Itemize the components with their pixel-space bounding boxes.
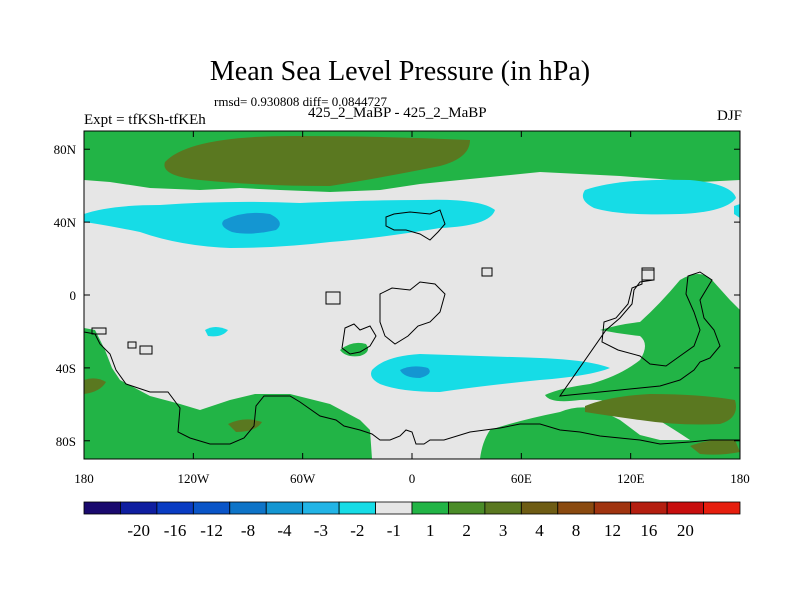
colorbar-swatch (120, 501, 158, 515)
lon-tick-label: 0 (409, 471, 416, 486)
lat-tick-label: 40N (54, 215, 77, 230)
southwest-olive-cell (84, 378, 106, 394)
south-blue-core (400, 366, 430, 378)
colorbar-swatch (265, 501, 304, 515)
lat-tick-label: 0 (70, 288, 77, 303)
colorbar-label: -4 (277, 521, 292, 540)
colorbar-label: 8 (572, 521, 581, 540)
coastlines (84, 209, 740, 445)
coast-island-5 (481, 267, 493, 277)
colorbar-label: -3 (314, 521, 328, 540)
coast-antarctica (84, 331, 740, 445)
south-indian-green (480, 407, 740, 459)
lon-tick-label: 60W (290, 471, 316, 486)
colorbar-swatch (557, 501, 595, 515)
colorbar-swatch (448, 501, 486, 515)
colorbar-label: 12 (604, 521, 621, 540)
coast-australia (558, 269, 721, 397)
longitude-axis: 180 120W 60W 0 60E 120E 180 (74, 131, 750, 486)
colorbar-label: 3 (499, 521, 508, 540)
south-olive-cell (228, 419, 262, 432)
north-olive-core (164, 135, 470, 186)
colorbar-swatch (375, 501, 413, 515)
coast-north-america (385, 209, 446, 241)
colorbar-label: -8 (241, 521, 255, 540)
colorbar-label: 2 (462, 521, 471, 540)
colorbar-swatch (630, 501, 668, 515)
coast-africa (379, 281, 446, 345)
colorbar-label: 20 (677, 521, 694, 540)
comparison-label: 425_2_MaBP - 425_2_MaBP (308, 105, 487, 121)
south-america-green (340, 342, 368, 357)
pressure-field (84, 131, 740, 459)
coast-island-3 (139, 345, 153, 355)
colorbar-swatch (302, 501, 340, 515)
east-edge-cyan (734, 204, 740, 218)
colorbar: -20 -16 -12 -8 -4 -3 -2 -1 1 2 3 4 8 12 16 20 (83, 501, 741, 540)
lat-tick-label: 40S (56, 361, 76, 376)
northeast-cyan-cell (582, 179, 736, 215)
stats-label: rmsd= 0.930808 diff= 0.0844727 (214, 94, 387, 109)
coast-island-4 (325, 291, 341, 305)
experiment-label: Expt = tfKSh-tfKEh (84, 112, 206, 128)
latitude-axis: 80N 40N 0 40S 80S (54, 142, 740, 449)
lat-tick-label: 80S (56, 434, 76, 449)
chart-title: Mean Sea Level Pressure (in hPa) (209, 56, 591, 87)
colorbar-swatch (192, 501, 231, 515)
colorbar-swatch (484, 501, 522, 515)
colorbar-swatch (338, 501, 376, 515)
southeast-brown-cell (690, 439, 740, 455)
north-cyan-band (84, 199, 495, 248)
colorbar-label: -16 (164, 521, 187, 540)
colorbar-label: -12 (200, 521, 223, 540)
colorbar-swatch (411, 501, 449, 515)
colorbar-label: -1 (387, 521, 401, 540)
lon-tick-label: 60E (511, 471, 532, 486)
lon-tick-label: 180 (730, 471, 750, 486)
coast-island-2 (127, 341, 137, 349)
small-cyan-cell (205, 327, 228, 337)
colorbar-swatch (593, 501, 632, 515)
south-cyan-band (371, 354, 610, 392)
southeast-olive-core (585, 394, 736, 425)
colorbar-label: -2 (350, 521, 364, 540)
colorbar-swatch (156, 501, 194, 515)
season-label: DJF (716, 108, 742, 124)
colorbar-label: 16 (640, 521, 657, 540)
lon-tick-label: 120E (617, 471, 645, 486)
lon-tick-label: 120W (177, 471, 210, 486)
colorbar-swatch (83, 501, 121, 515)
coast-island-1 (91, 327, 107, 335)
colorbar-label: 4 (535, 521, 544, 540)
colorbar-swatch (229, 501, 267, 515)
southwest-green (84, 328, 372, 459)
colorbar-swatch (703, 501, 741, 515)
north-blue-core (222, 212, 280, 234)
colorbar-label: -20 (127, 521, 150, 540)
colorbar-label: 1 (426, 521, 435, 540)
colorbar-swatch (520, 501, 559, 515)
coast-south-america (341, 323, 377, 355)
lat-tick-label: 80N (54, 142, 77, 157)
coast-island-6 (641, 267, 655, 281)
colorbar-swatch (666, 501, 704, 515)
lon-tick-label: 180 (74, 471, 94, 486)
